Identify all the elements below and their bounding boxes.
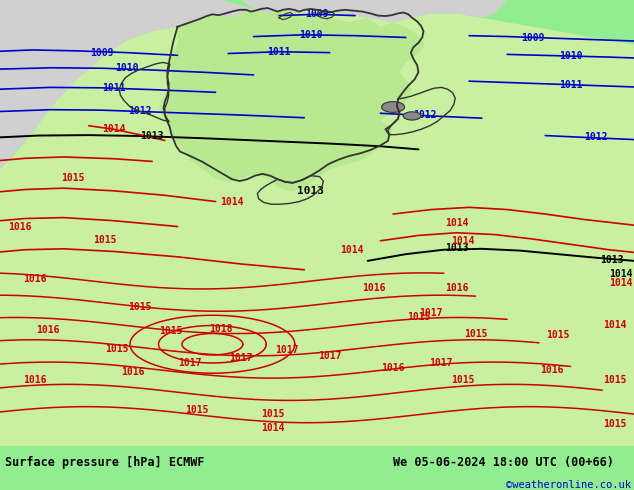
Text: 1015: 1015 — [93, 235, 117, 245]
Text: 1016: 1016 — [23, 274, 47, 284]
Text: 1014: 1014 — [609, 278, 633, 288]
Text: ©weatheronline.co.uk: ©weatheronline.co.uk — [506, 480, 631, 490]
Text: 1012: 1012 — [127, 105, 152, 116]
Text: 1015: 1015 — [406, 313, 430, 322]
Text: 1014: 1014 — [261, 423, 285, 433]
Text: 1013: 1013 — [444, 243, 469, 253]
Text: 1017: 1017 — [429, 358, 453, 368]
Text: 1011: 1011 — [559, 80, 583, 90]
Text: 1010: 1010 — [115, 63, 139, 73]
Text: 1014: 1014 — [603, 319, 627, 330]
Text: 1015: 1015 — [463, 328, 488, 339]
Text: 1014: 1014 — [444, 218, 469, 228]
Text: 1016: 1016 — [8, 222, 32, 232]
Text: 1009: 1009 — [521, 33, 545, 43]
Text: 1018: 1018 — [209, 324, 233, 334]
Text: 1014: 1014 — [451, 236, 475, 246]
Text: 1013: 1013 — [140, 131, 164, 141]
Text: 1015: 1015 — [127, 302, 152, 312]
Polygon shape — [403, 112, 421, 120]
Text: 1009: 1009 — [305, 9, 329, 19]
Text: 1015: 1015 — [105, 343, 129, 354]
Polygon shape — [241, 0, 507, 22]
Text: 1010: 1010 — [559, 51, 583, 61]
Text: 1012: 1012 — [584, 132, 608, 142]
Text: 1013: 1013 — [600, 254, 624, 265]
Text: 1011: 1011 — [102, 83, 126, 93]
Text: We 05-06-2024 18:00 UTC (00+66): We 05-06-2024 18:00 UTC (00+66) — [393, 456, 614, 469]
Text: 1016: 1016 — [444, 283, 469, 293]
Polygon shape — [158, 9, 425, 192]
Text: 1015: 1015 — [184, 405, 209, 415]
Text: 1016: 1016 — [362, 283, 386, 293]
Text: 1017: 1017 — [178, 358, 202, 368]
Text: 1015: 1015 — [451, 375, 475, 385]
Text: 1009: 1009 — [89, 48, 113, 58]
Text: 1014: 1014 — [102, 124, 126, 134]
Text: 1015: 1015 — [546, 330, 570, 341]
Text: 1014: 1014 — [340, 245, 364, 255]
Text: 1014: 1014 — [609, 269, 633, 279]
Text: 1014: 1014 — [219, 196, 243, 207]
Polygon shape — [0, 9, 634, 446]
Text: 1016: 1016 — [381, 363, 405, 373]
Text: 1017: 1017 — [275, 345, 299, 355]
Text: Surface pressure [hPa] ECMWF: Surface pressure [hPa] ECMWF — [5, 456, 205, 469]
Text: 1015: 1015 — [61, 173, 85, 183]
Text: 1013: 1013 — [297, 186, 324, 196]
Text: 1016: 1016 — [121, 368, 145, 377]
Polygon shape — [382, 101, 404, 112]
Text: 1015: 1015 — [159, 326, 183, 336]
Text: 1016: 1016 — [36, 325, 60, 335]
Text: 1012: 1012 — [413, 110, 437, 120]
Text: 1017: 1017 — [318, 351, 342, 361]
Text: 1015: 1015 — [261, 409, 285, 419]
Polygon shape — [0, 0, 254, 170]
Text: 1011: 1011 — [267, 47, 291, 57]
Text: 1016: 1016 — [540, 365, 564, 375]
Text: 1010: 1010 — [299, 30, 323, 40]
Text: 1016: 1016 — [23, 375, 47, 385]
Text: 1015: 1015 — [603, 418, 627, 429]
Text: 1017: 1017 — [229, 353, 253, 363]
Text: 1017: 1017 — [419, 308, 443, 318]
Text: 1015: 1015 — [603, 375, 627, 385]
